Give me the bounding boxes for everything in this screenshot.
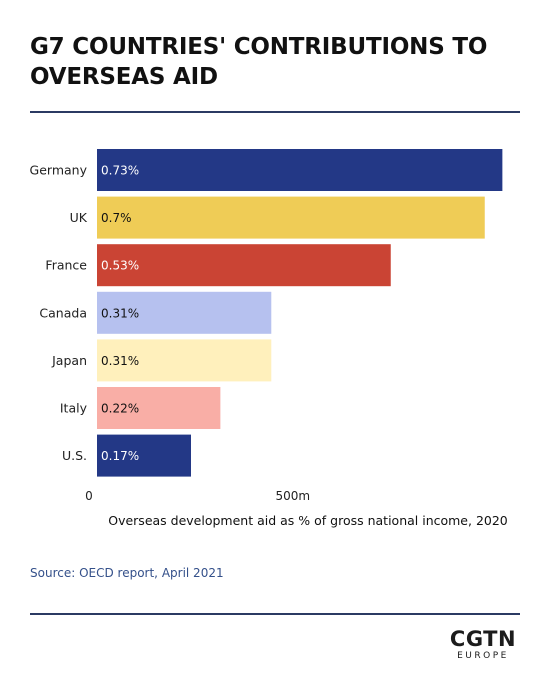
category-label-uk: UK <box>70 210 88 225</box>
category-label-germany: Germany <box>30 163 88 178</box>
data-label-canada: 0.31% <box>101 306 139 320</box>
category-label-france: France <box>45 258 87 273</box>
bar-italy <box>97 387 221 429</box>
bars-group: Germany 0.73% UK 0.7% France 0.53% Canada 0.31%… <box>30 149 503 477</box>
x-axis-label: Overseas development aid as % of gross n… <box>108 513 508 528</box>
source-note: Source: OECD report, April 2021 <box>30 566 224 580</box>
data-label-uk: 0.7% <box>101 211 132 225</box>
bar-germany <box>97 149 503 191</box>
x-tick-label: 500m <box>276 489 311 503</box>
data-label-u-s: 0.17% <box>101 449 139 463</box>
category-label-japan: Japan <box>51 353 87 368</box>
top-divider <box>30 111 520 113</box>
bar-japan <box>97 339 272 382</box>
logo-subtitle: EUROPE <box>457 651 509 661</box>
data-label-italy: 0.22% <box>101 402 139 416</box>
cgtn-europe-logo: CGTN EUROPE <box>446 627 520 662</box>
bottom-divider <box>30 613 520 615</box>
category-label-italy: Italy <box>60 401 88 416</box>
title-line-2: OVERSEAS AID <box>30 64 218 90</box>
bar-chart: Germany 0.73% UK 0.7% France 0.53% Canada 0.31%… <box>30 149 508 528</box>
data-label-germany: 0.73% <box>101 164 139 178</box>
bar-uk <box>97 196 485 239</box>
data-label-japan: 0.31% <box>101 354 139 368</box>
title-line-1: G7 COUNTRIES' CONTRIBUTIONS TO <box>30 34 488 60</box>
chart-title: G7 COUNTRIES' CONTRIBUTIONS TO OVERSEAS … <box>30 32 520 92</box>
x-tick-label: 0 <box>85 489 93 503</box>
bar-france <box>97 244 391 287</box>
logo-wordmark: CGTN <box>449 627 517 651</box>
bar-u-s <box>97 434 191 477</box>
category-label-canada: Canada <box>39 305 87 320</box>
data-label-france: 0.53% <box>101 259 139 273</box>
bar-canada <box>97 291 272 334</box>
axis-group: 0 500m Overseas development aid as % of gr… <box>85 489 508 528</box>
category-label-u-s: U.S. <box>62 448 87 463</box>
